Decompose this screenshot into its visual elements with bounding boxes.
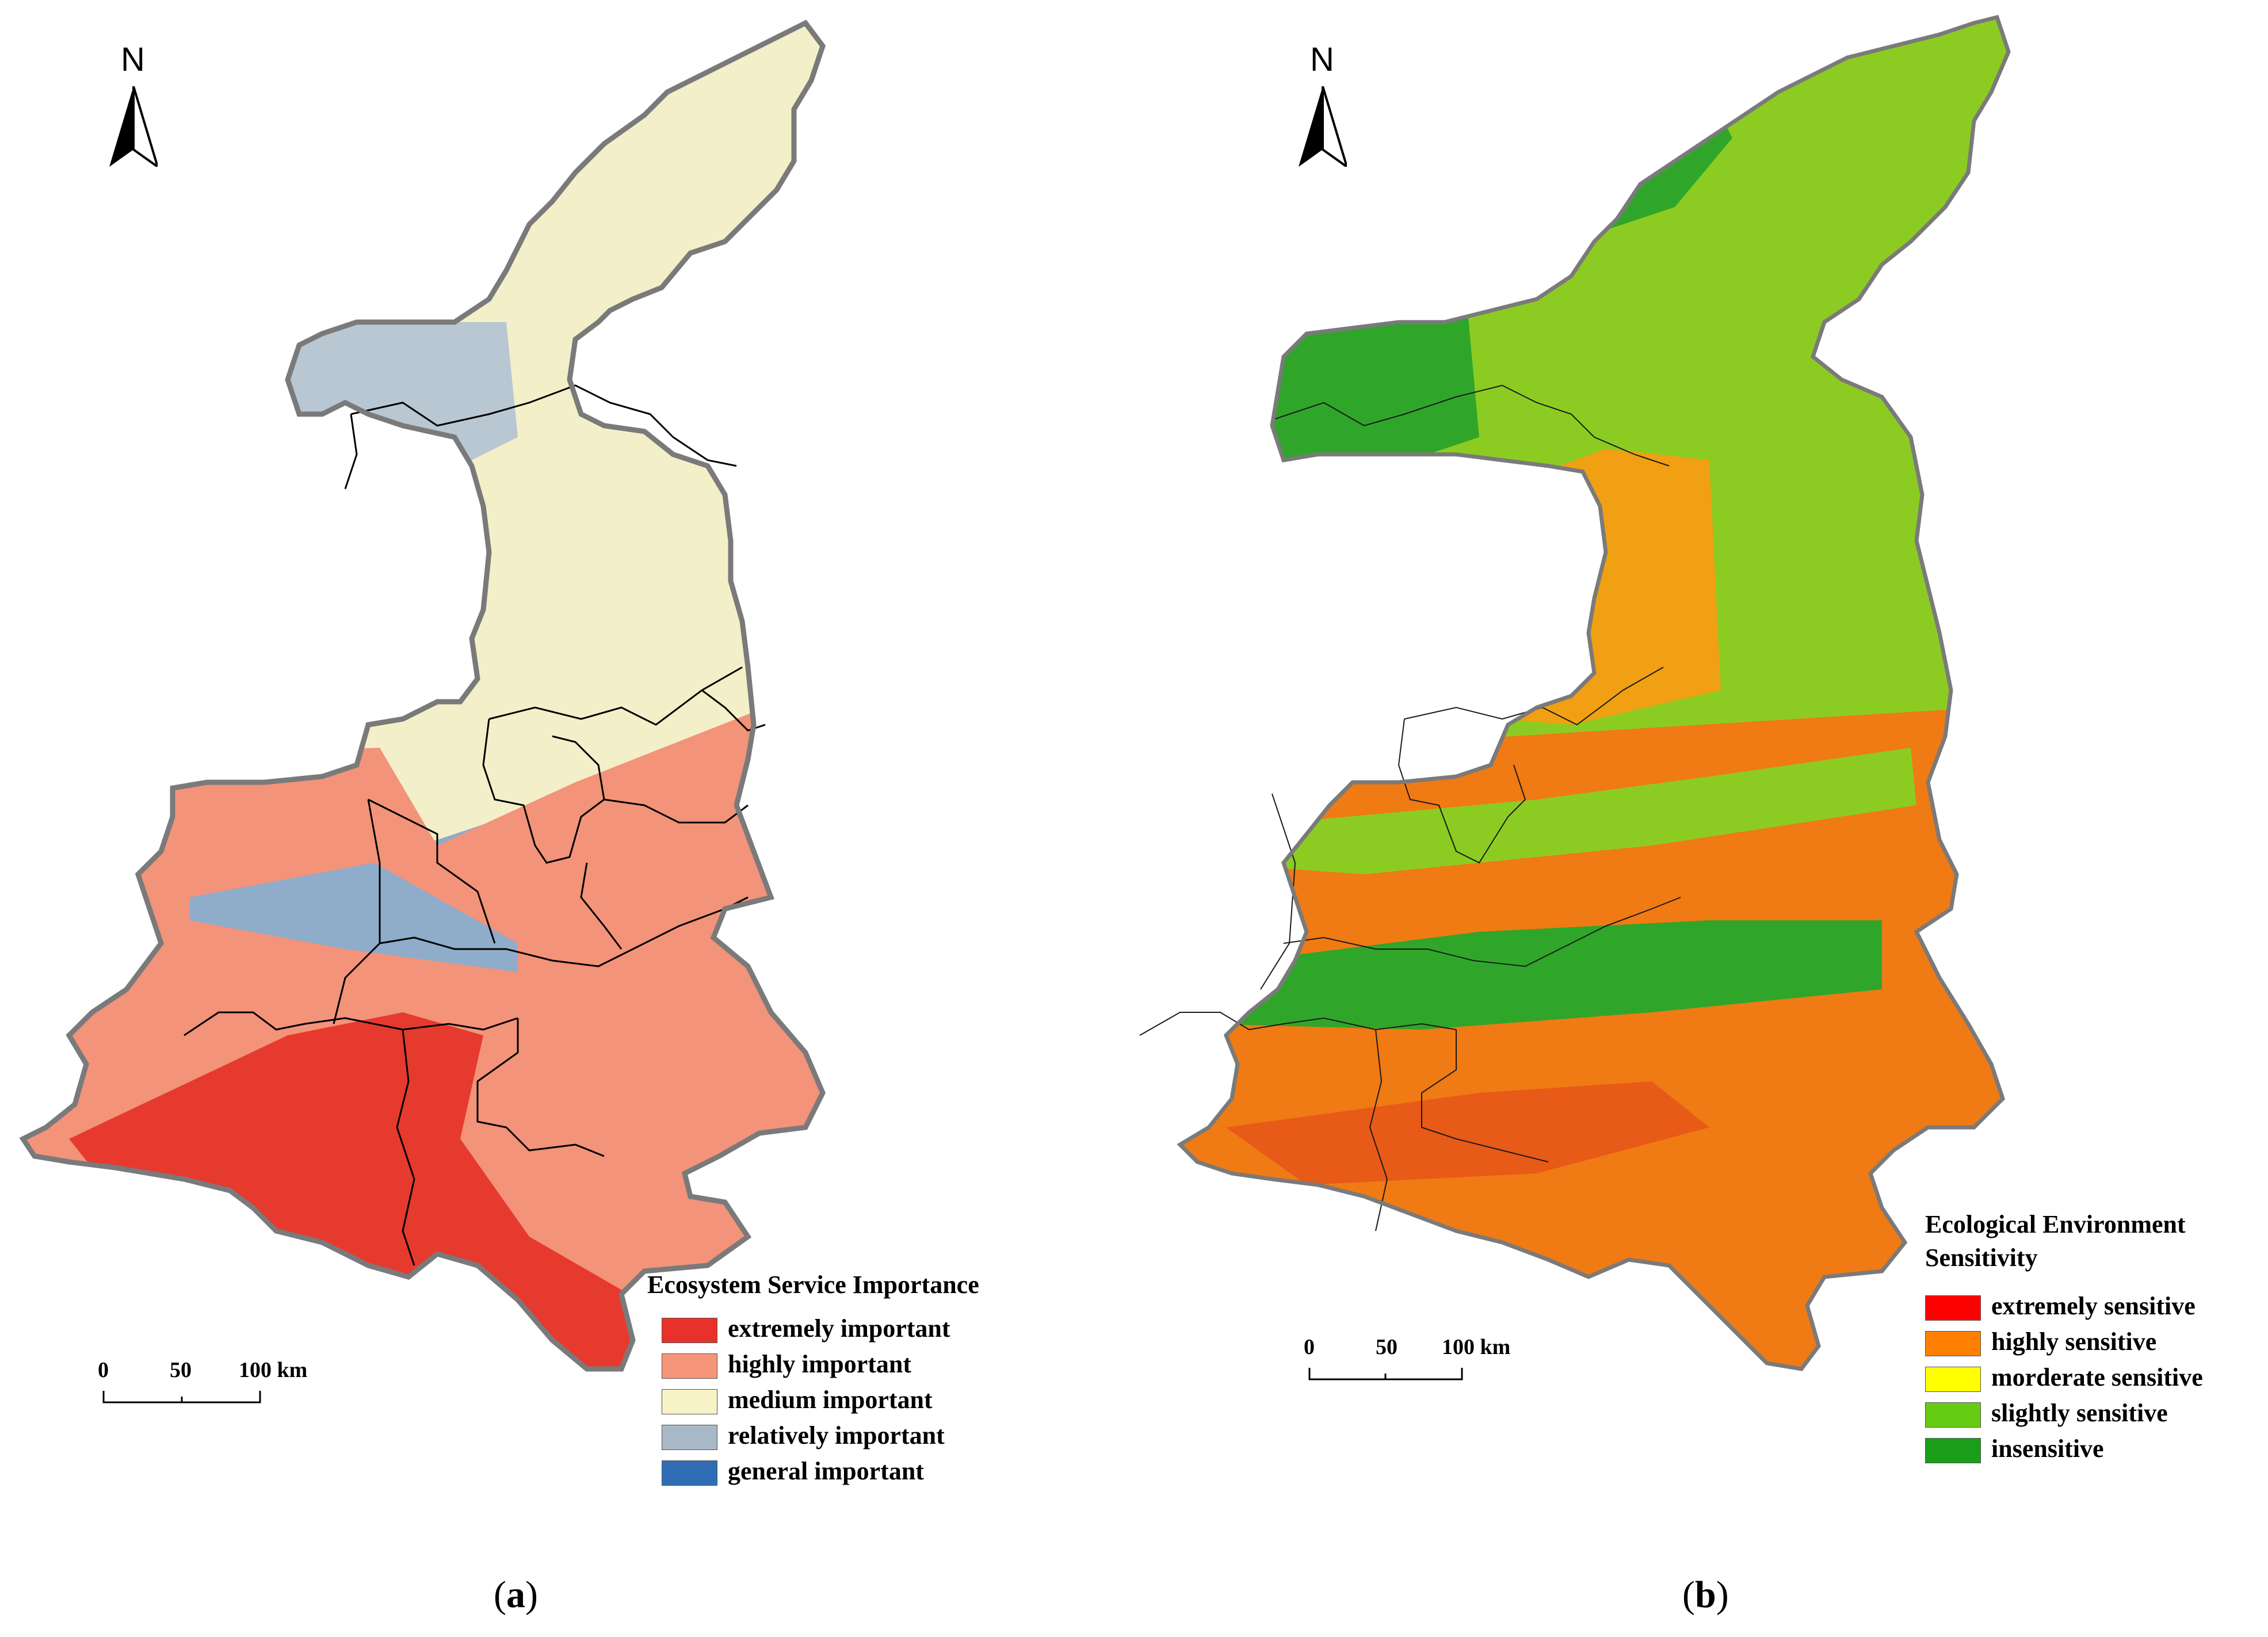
legend-item: insensitive bbox=[1925, 1432, 2186, 1468]
legend-item: extremely important bbox=[662, 1312, 979, 1348]
legend-label: morderate sensitive bbox=[1991, 1363, 2203, 1391]
boundary-hanzhong-n bbox=[1139, 1012, 1457, 1036]
caption-close: ) bbox=[525, 1574, 538, 1616]
zone-west-upland bbox=[1203, 311, 1479, 472]
caption-a: (a) bbox=[494, 1573, 538, 1617]
legend: Ecosystem Service Importance extremely i… bbox=[647, 1268, 979, 1490]
caption-close: ) bbox=[1716, 1574, 1729, 1616]
north-label: N bbox=[1310, 41, 1334, 78]
scale-label-0: 0 bbox=[1304, 1335, 1315, 1359]
scale-label-100: 100 km bbox=[1442, 1335, 1511, 1359]
boundary-weinan bbox=[604, 798, 749, 824]
zone-central-basin bbox=[1422, 449, 1721, 725]
zone-southern-core bbox=[69, 1012, 713, 1369]
boundary-north bbox=[1272, 384, 1670, 466]
zone-southern-core bbox=[1226, 1081, 1709, 1185]
boundary-west-n bbox=[1260, 793, 1296, 990]
legend-label: slightly sensitive bbox=[1991, 1399, 2168, 1427]
boundary-hanzhong-n bbox=[184, 1011, 518, 1036]
legend-item: highly sensitive bbox=[1925, 1325, 2186, 1361]
boundary-shangluo bbox=[1421, 1030, 1549, 1162]
boundary-shangluo bbox=[476, 1018, 605, 1157]
legend-label: relatively important bbox=[728, 1421, 945, 1449]
legend-item: morderate sensitive bbox=[1925, 1361, 2203, 1397]
legend-label: extremely sensitive bbox=[1991, 1292, 2196, 1320]
legend-item: slightly sensitive bbox=[1925, 1397, 2186, 1432]
panel-b: N 0 50 100 km Ecological Environment Sen… bbox=[1134, 0, 2268, 1637]
legend-swatch bbox=[662, 1460, 717, 1486]
boundary-central-inner bbox=[482, 718, 605, 864]
legend-swatch bbox=[662, 1425, 717, 1450]
scale-bar: 0 50 100 km bbox=[1304, 1334, 1510, 1398]
scale-line bbox=[102, 1391, 261, 1403]
zone-green-band bbox=[1203, 920, 1882, 1030]
legend-item: medium important bbox=[662, 1383, 979, 1419]
north-arrow-icon bbox=[109, 86, 158, 167]
legend-swatch bbox=[1925, 1295, 1981, 1321]
panel-a: N 0 50 100 km Ecosystem Service Importan… bbox=[19, 20, 979, 1617]
boundary-west-n bbox=[333, 799, 381, 1024]
north-arrow-icon bbox=[1299, 86, 1347, 167]
legend-swatch bbox=[662, 1318, 717, 1343]
zone-north bbox=[23, 23, 823, 748]
legend-swatch bbox=[662, 1353, 717, 1379]
legend-swatch bbox=[1925, 1331, 1981, 1356]
legend-item: highly important bbox=[662, 1348, 979, 1383]
map-a bbox=[19, 20, 826, 1372]
boundary-north bbox=[350, 384, 737, 467]
map-b bbox=[1139, 14, 2011, 1371]
north-arrow: N bbox=[101, 40, 165, 173]
legend: Ecological Environment Sensitivity extre… bbox=[1925, 1208, 2203, 1468]
legend-item: general important bbox=[662, 1455, 979, 1490]
scale-label-50: 50 bbox=[170, 1358, 192, 1382]
north-arrow: N bbox=[1290, 40, 1354, 173]
caption-letter: a bbox=[506, 1574, 525, 1616]
boundary-guanzhong-s bbox=[1283, 897, 1681, 967]
legend-swatch bbox=[1925, 1367, 1981, 1392]
boundary-hanzhong-ankang bbox=[396, 1029, 415, 1266]
legend-label: highly sensitive bbox=[1991, 1328, 2157, 1356]
caption-open: ( bbox=[494, 1574, 506, 1616]
legend-title-line-2: Sensitivity bbox=[1925, 1244, 2038, 1272]
zone-west-upland bbox=[270, 322, 518, 477]
scale-bar: 0 50 100 km bbox=[98, 1357, 307, 1421]
province-outline bbox=[19, 20, 826, 1372]
scale-label-50: 50 bbox=[1376, 1335, 1398, 1359]
caption-open: ( bbox=[1682, 1574, 1695, 1616]
boundary-central-w bbox=[368, 798, 496, 944]
legend-swatch bbox=[662, 1389, 717, 1414]
legend-label: insensitive bbox=[1991, 1435, 2104, 1463]
legend-label: medium important bbox=[728, 1386, 933, 1414]
legend-label: highly important bbox=[728, 1350, 912, 1378]
legend-swatch bbox=[1925, 1402, 1981, 1428]
legend-item: relatively important bbox=[662, 1419, 979, 1455]
legend-label: extremely important bbox=[728, 1314, 950, 1343]
scale-label-100: 100 km bbox=[239, 1358, 308, 1382]
scale-label-0: 0 bbox=[98, 1358, 109, 1382]
province-outline bbox=[1177, 14, 2011, 1371]
north-label: N bbox=[121, 41, 145, 78]
legend-item: extremely sensitive bbox=[1925, 1290, 2196, 1325]
boundary-north-west bbox=[344, 414, 358, 489]
boundary-yanan-north bbox=[701, 689, 766, 732]
zone-yellow-band bbox=[1284, 748, 1916, 874]
boundary-hanzhong-ankang bbox=[1369, 1029, 1388, 1231]
legend-swatch bbox=[1925, 1438, 1981, 1463]
legend-title-line-1: Ecological Environment bbox=[1925, 1210, 2186, 1238]
legend-label: general important bbox=[728, 1457, 924, 1485]
boundary-central bbox=[1398, 718, 1526, 864]
legend-title: Ecosystem Service Importance bbox=[647, 1271, 979, 1299]
caption-letter: b bbox=[1694, 1574, 1716, 1616]
boundary-guanzhong-s bbox=[379, 896, 749, 967]
scale-line bbox=[1308, 1368, 1463, 1380]
zone-central-basin-strip bbox=[190, 863, 518, 972]
boundary-weinan-s bbox=[580, 862, 623, 950]
district-boundaries bbox=[184, 384, 766, 1266]
caption-b: (b) bbox=[1682, 1573, 1729, 1617]
